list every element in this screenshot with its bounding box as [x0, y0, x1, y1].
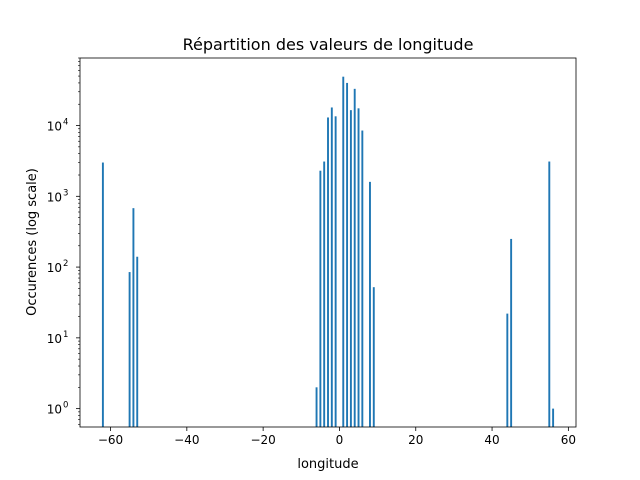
y-tick-exponent: 3 [63, 188, 68, 198]
bar-0 [102, 163, 104, 427]
bar-7 [327, 117, 329, 427]
chart-title: Répartition des valeurs de longitude [183, 35, 474, 54]
y-tick-label: 10 [47, 261, 62, 275]
bar-14 [358, 108, 360, 427]
bar-20 [548, 162, 550, 427]
bar-11 [346, 83, 348, 427]
bar-17 [373, 287, 375, 427]
bar-4 [316, 387, 318, 427]
y-tick-exponent: 0 [63, 401, 68, 411]
y-tick-exponent: 2 [63, 259, 68, 269]
y-tick-exponent: 4 [63, 118, 68, 128]
y-axis-label: Occurences (log scale) [25, 168, 40, 316]
bar-12 [350, 110, 352, 427]
bar-18 [506, 314, 508, 427]
bar-3 [136, 257, 138, 427]
x-tick-label: −40 [174, 433, 199, 447]
y-tick-label: 10 [47, 120, 62, 134]
x-axis-label: longitude [297, 457, 358, 472]
bar-16 [369, 182, 371, 427]
bar-21 [552, 409, 554, 427]
x-tick-label: −20 [250, 433, 275, 447]
y-tick-label: 10 [47, 332, 62, 346]
x-tick-label: 60 [561, 433, 576, 447]
bar-15 [361, 131, 363, 427]
bar-1 [129, 272, 131, 427]
x-tick-label: 0 [336, 433, 344, 447]
bar-10 [342, 77, 344, 427]
x-tick-label: 40 [484, 433, 499, 447]
bar-8 [331, 107, 333, 427]
bar-19 [510, 239, 512, 427]
bar-5 [319, 171, 321, 427]
x-tick-label: 20 [408, 433, 423, 447]
y-tick-label: 10 [47, 190, 62, 204]
bar-9 [335, 116, 337, 427]
y-tick-exponent: 1 [63, 330, 68, 340]
bar-2 [132, 208, 134, 427]
bar-13 [354, 89, 356, 427]
y-tick-label: 10 [47, 403, 62, 417]
bar-6 [323, 162, 325, 427]
x-tick-label: −60 [98, 433, 123, 447]
